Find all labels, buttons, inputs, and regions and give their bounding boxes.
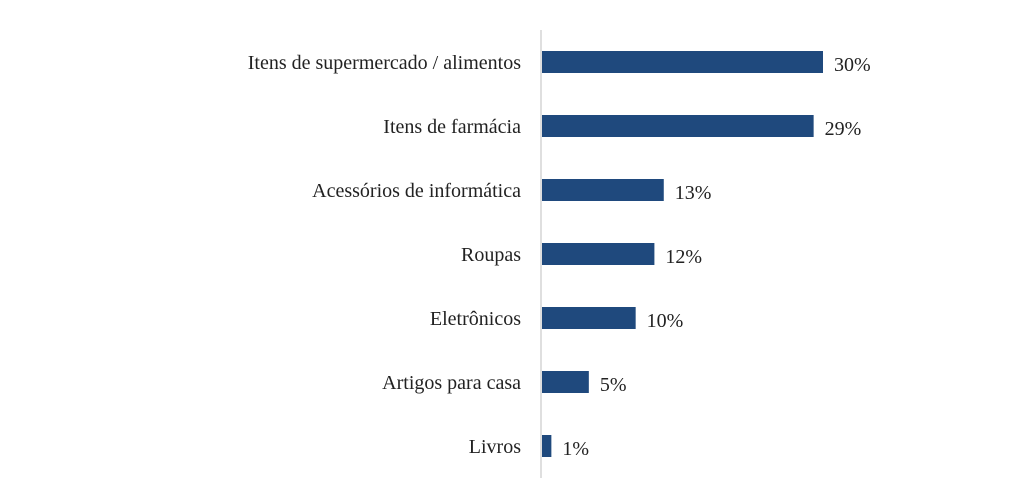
category-label: Itens de supermercado / alimentos xyxy=(248,52,521,74)
bar xyxy=(542,51,823,73)
bar xyxy=(542,243,655,265)
bar xyxy=(542,371,589,393)
category-label: Artigos para casa xyxy=(382,372,521,394)
bars xyxy=(542,51,823,457)
bar xyxy=(542,179,664,201)
category-label: Itens de farmácia xyxy=(383,116,521,138)
category-label: Acessórios de informática xyxy=(312,180,521,202)
category-label: Eletrônicos xyxy=(430,308,521,330)
category-label: Livros xyxy=(469,436,521,458)
category-labels: Itens de supermercado / alimentos Itens d… xyxy=(248,52,521,458)
data-label: 5% xyxy=(600,374,627,396)
bar xyxy=(542,435,552,457)
data-label: 1% xyxy=(562,438,589,460)
bar xyxy=(542,115,814,137)
data-label: 10% xyxy=(647,310,684,332)
data-label: 30% xyxy=(834,54,871,76)
data-label: 29% xyxy=(825,118,862,140)
category-label: Roupas xyxy=(461,244,521,266)
data-label: 13% xyxy=(675,182,712,204)
data-label: 12% xyxy=(665,246,702,268)
bar xyxy=(542,307,636,329)
data-labels: 30% 29% 13% 12% 10% 5% 1% xyxy=(562,54,870,460)
